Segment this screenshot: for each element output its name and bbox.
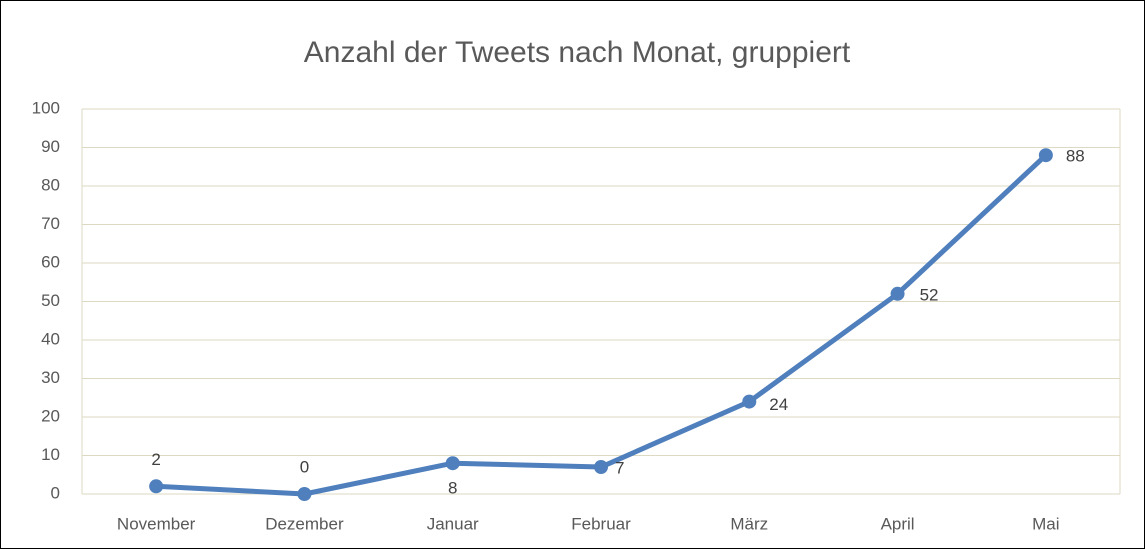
x-tick-label: Februar: [571, 514, 631, 533]
y-tick-label: 40: [41, 329, 60, 348]
point: [890, 286, 905, 301]
y-tick-label: 100: [32, 98, 60, 117]
chart-title: Anzahl der Tweets nach Monat, gruppiert: [304, 36, 851, 69]
x-tick-label: Dezember: [265, 514, 344, 533]
x-tick-label: Mai: [1032, 514, 1059, 533]
y-tick-label: 0: [51, 483, 60, 502]
y-tick-label: 80: [41, 175, 60, 194]
y-tick-label: 70: [41, 214, 60, 233]
point: [742, 394, 757, 409]
y-tick-label: 30: [41, 368, 60, 387]
data-label: 52: [920, 285, 939, 304]
x-tick-label: November: [117, 514, 196, 533]
data-label: 8: [448, 479, 457, 498]
y-tick-label: 20: [41, 406, 60, 425]
point: [1038, 148, 1053, 163]
data-label: 0: [300, 457, 309, 476]
point: [594, 460, 608, 475]
x-tick-label: April: [881, 514, 915, 533]
x-tick-label: März: [730, 514, 768, 533]
data-label: 88: [1066, 147, 1085, 166]
point: [445, 456, 460, 471]
y-tick-label: 60: [41, 252, 60, 271]
y-tick-label: 10: [41, 445, 60, 464]
y-tick-label: 50: [41, 291, 60, 310]
data-label: 2: [151, 450, 160, 469]
data-label: 24: [769, 395, 788, 414]
y-tick-label: 90: [41, 137, 60, 156]
point: [297, 487, 312, 501]
x-tick-label: Januar: [427, 514, 479, 533]
data-label: 7: [615, 459, 624, 478]
point: [149, 479, 164, 494]
